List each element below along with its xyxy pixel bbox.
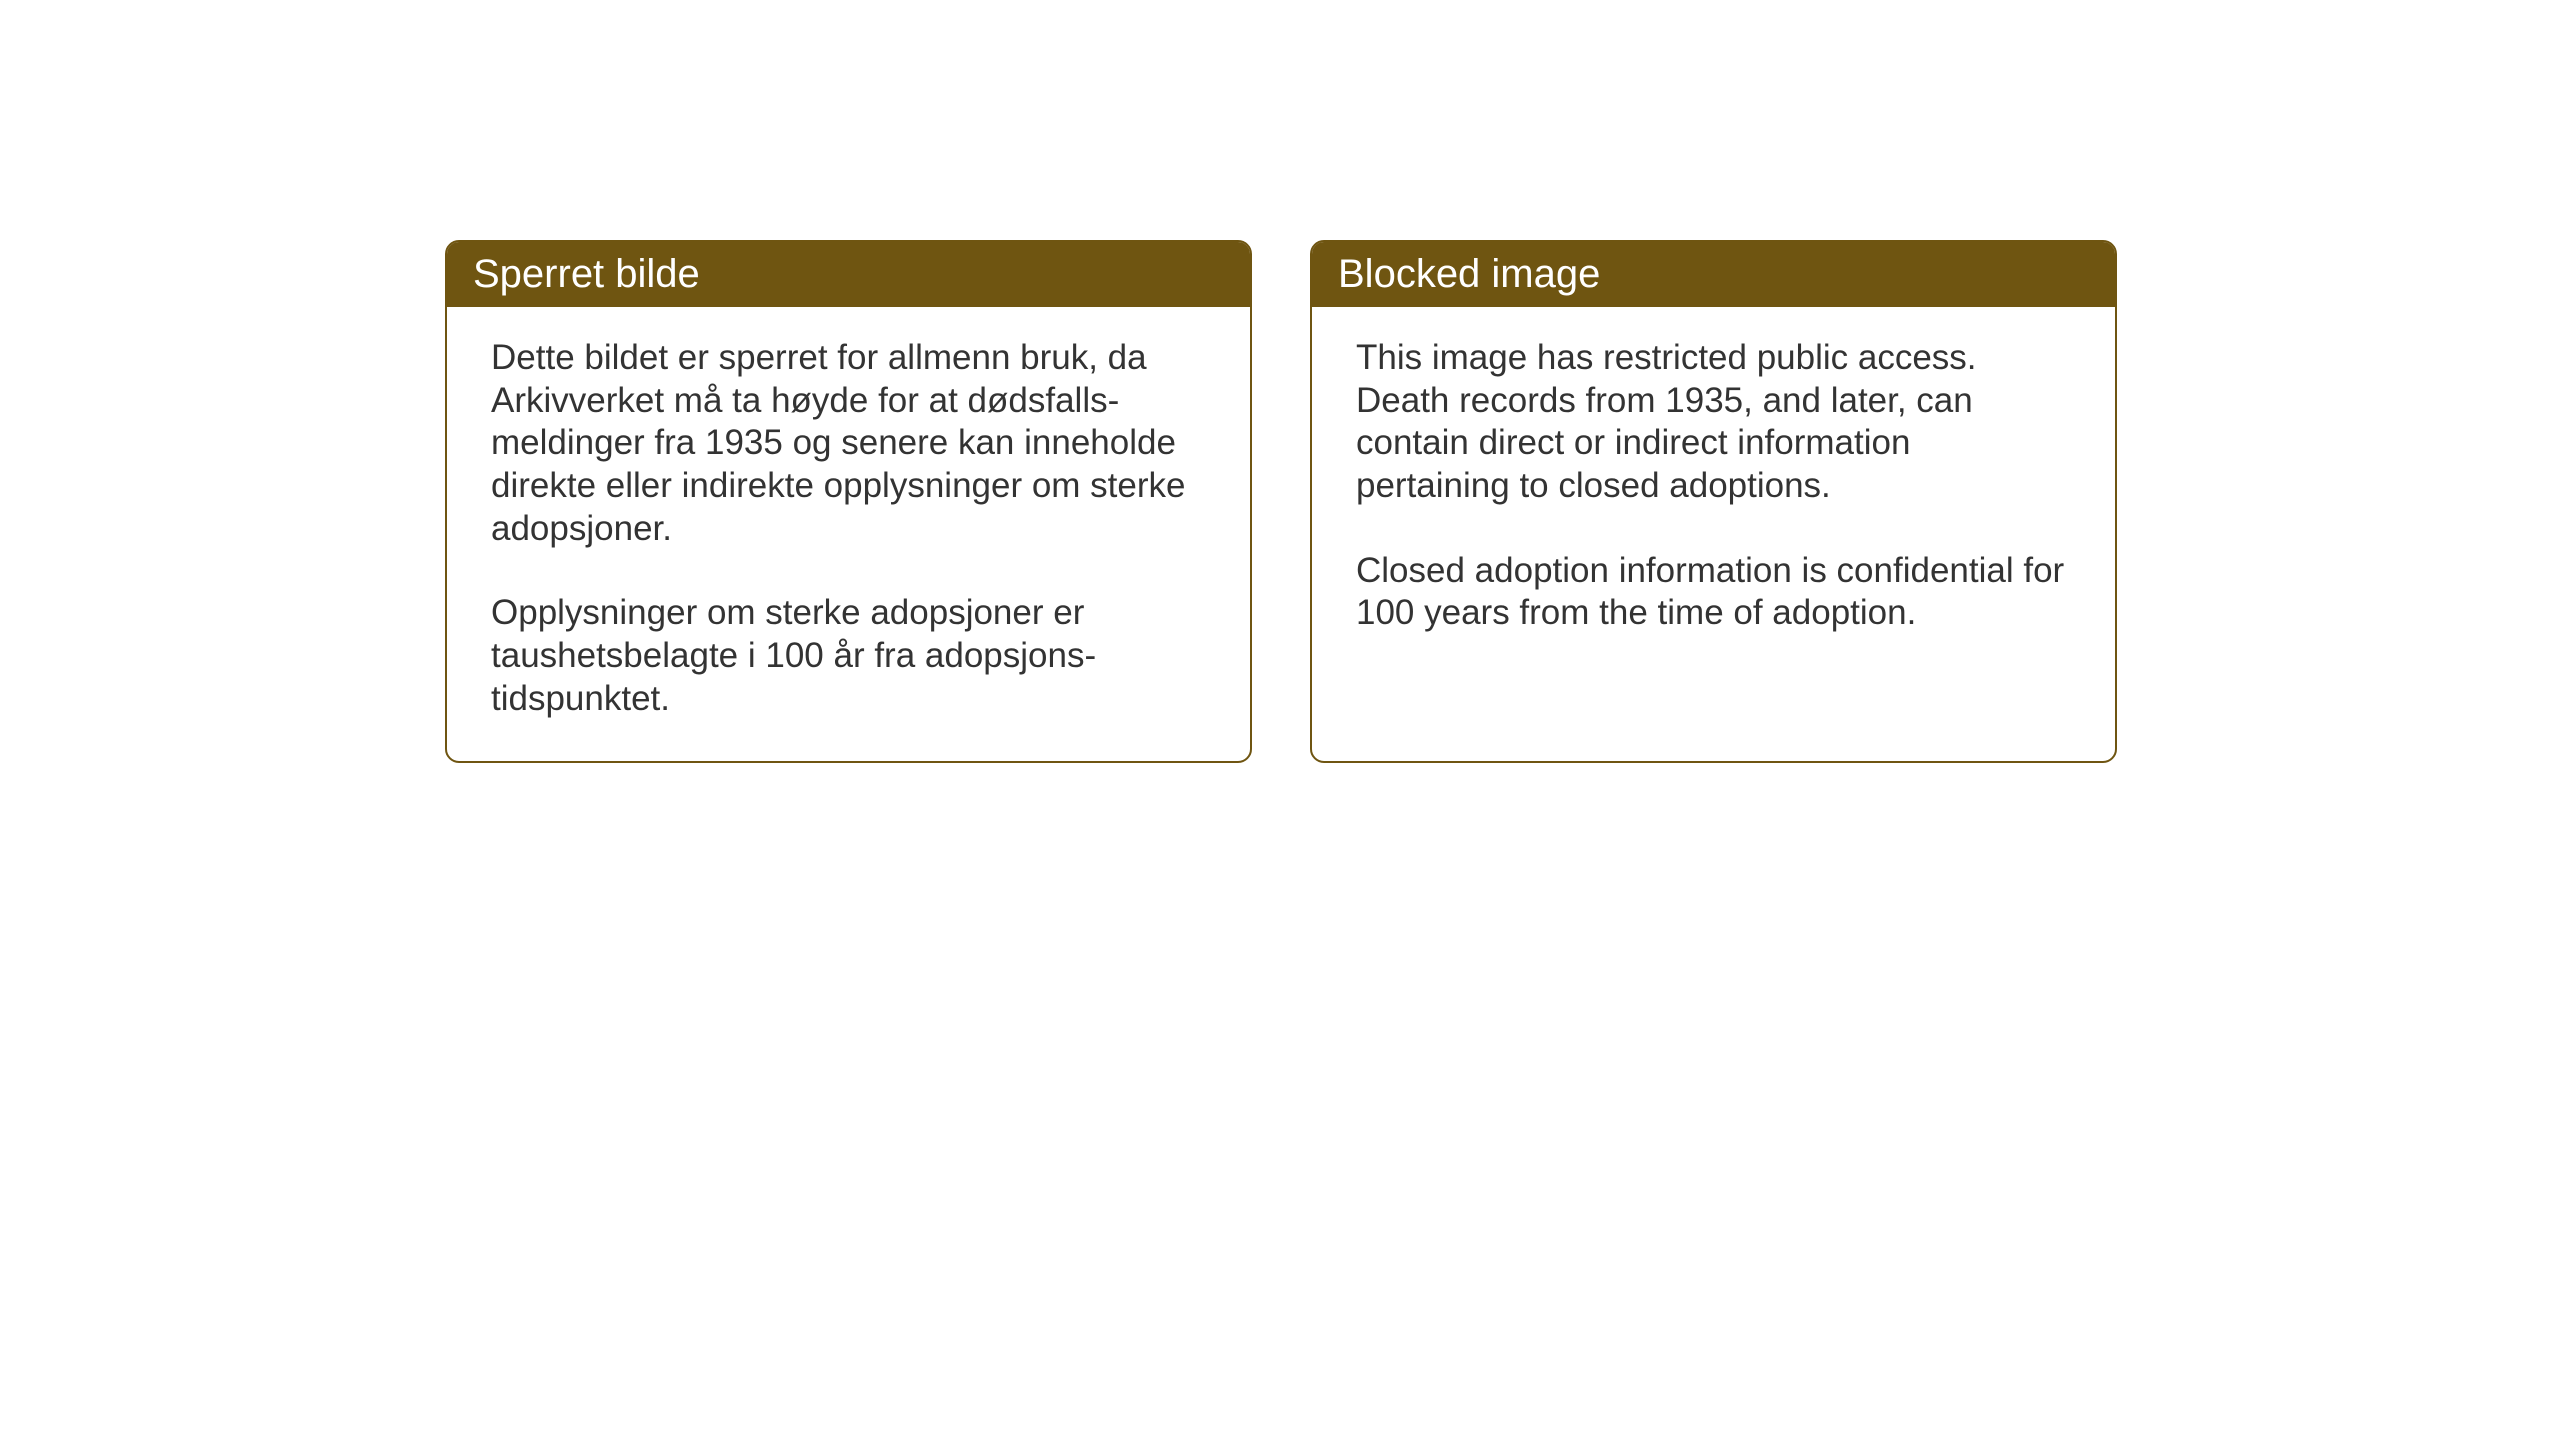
english-card-title: Blocked image <box>1338 252 1600 296</box>
english-card-body: This image has restricted public access.… <box>1312 307 2115 675</box>
norwegian-card-header: Sperret bilde <box>447 242 1250 307</box>
english-card-header: Blocked image <box>1312 242 2115 307</box>
notice-cards-container: Sperret bilde Dette bildet er sperret fo… <box>445 240 2117 763</box>
norwegian-paragraph-2: Opplysninger om sterke adopsjoner er tau… <box>491 592 1206 720</box>
english-paragraph-2: Closed adoption information is confident… <box>1356 550 2071 635</box>
norwegian-card-title: Sperret bilde <box>473 252 700 296</box>
norwegian-paragraph-1: Dette bildet er sperret for allmenn bruk… <box>491 337 1206 550</box>
norwegian-notice-card: Sperret bilde Dette bildet er sperret fo… <box>445 240 1252 763</box>
norwegian-card-body: Dette bildet er sperret for allmenn bruk… <box>447 307 1250 761</box>
english-paragraph-1: This image has restricted public access.… <box>1356 337 2071 508</box>
english-notice-card: Blocked image This image has restricted … <box>1310 240 2117 763</box>
